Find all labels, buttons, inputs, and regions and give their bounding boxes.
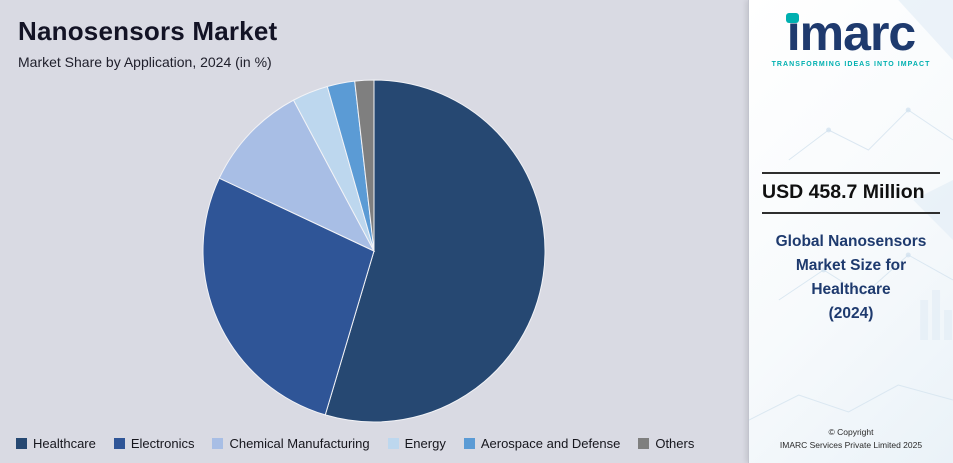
chart-subtitle: Market Share by Application, 2024 (in %) xyxy=(18,54,272,70)
legend-swatch-icon xyxy=(113,438,125,449)
legend-item-energy: Energy xyxy=(387,436,446,451)
chart-header: Nanosensors Market Market Share by Appli… xyxy=(0,0,748,70)
metric-label-line-2: Market Size for xyxy=(795,257,907,275)
pie-slice-others xyxy=(354,79,375,252)
metric-label-line-4: (2024) xyxy=(828,305,874,323)
pie-chart xyxy=(202,79,546,423)
imarc-logo-wordmark: imarc xyxy=(785,5,916,61)
legend-label: Healthcare xyxy=(33,436,96,451)
imarc-logo-text: imarc xyxy=(786,5,916,61)
page-title: Nanosensors Market xyxy=(18,16,278,46)
legend-swatch-icon xyxy=(463,438,475,449)
pie-slice-electronics xyxy=(202,177,375,416)
legend-swatch-icon xyxy=(638,438,650,449)
pie-slice-chemical-manufacturing xyxy=(218,99,376,253)
legend-label: Aerospace and Defense xyxy=(480,436,621,451)
legend-label: Others xyxy=(655,436,695,451)
legend-item-chemical-manufacturing: Chemical Manufacturing xyxy=(212,436,370,451)
side-panel-content: imarc TRANSFORMING IDEAS INTO IMPACT USD… xyxy=(749,0,953,463)
legend-item-aerospace-and-defense: Aerospace and Defense xyxy=(463,436,621,451)
legend-item-electronics: Electronics xyxy=(113,436,195,451)
metric-label-line-1: Global Nanosensors xyxy=(775,233,927,250)
divider-bottom xyxy=(762,212,940,214)
side-panel: imarc TRANSFORMING IDEAS INTO IMPACT USD… xyxy=(748,0,953,463)
legend-item-others: Others xyxy=(638,436,694,451)
imarc-logo: imarc TRANSFORMING IDEAS INTO IMPACT xyxy=(749,8,953,68)
legend-label: Chemical Manufacturing xyxy=(229,436,370,451)
imarc-logo-dot-icon xyxy=(785,13,799,23)
imarc-logo-tagline: TRANSFORMING IDEAS INTO IMPACT xyxy=(771,61,931,68)
copyright-line-1: © Copyright xyxy=(828,426,874,437)
legend-label: Energy xyxy=(404,436,446,451)
legend-label: Electronics xyxy=(130,436,195,451)
metric-label: Global Nanosensors Market Size for Healt… xyxy=(749,230,953,326)
divider-top xyxy=(762,172,940,174)
pie-slice-healthcare xyxy=(324,79,546,423)
pie-chart-wrapper xyxy=(0,66,748,436)
legend-item-healthcare: Healthcare xyxy=(16,436,96,451)
copyright: © Copyright IMARC Services Private Limit… xyxy=(749,426,953,453)
legend-swatch-icon xyxy=(212,438,224,449)
copyright-line-2: IMARC Services Private Limited 2025 xyxy=(779,440,923,451)
chart-legend: Healthcare Electronics Chemical Manufactur… xyxy=(0,436,748,463)
chart-area: Nanosensors Market Market Share by Appli… xyxy=(0,0,748,463)
panel-spacer xyxy=(749,326,953,426)
legend-swatch-icon xyxy=(16,438,27,449)
metric-label-line-3: Healthcare xyxy=(811,281,891,299)
legend-swatch-icon xyxy=(387,438,399,449)
metric-value: USD 458.7 Million xyxy=(762,181,925,203)
